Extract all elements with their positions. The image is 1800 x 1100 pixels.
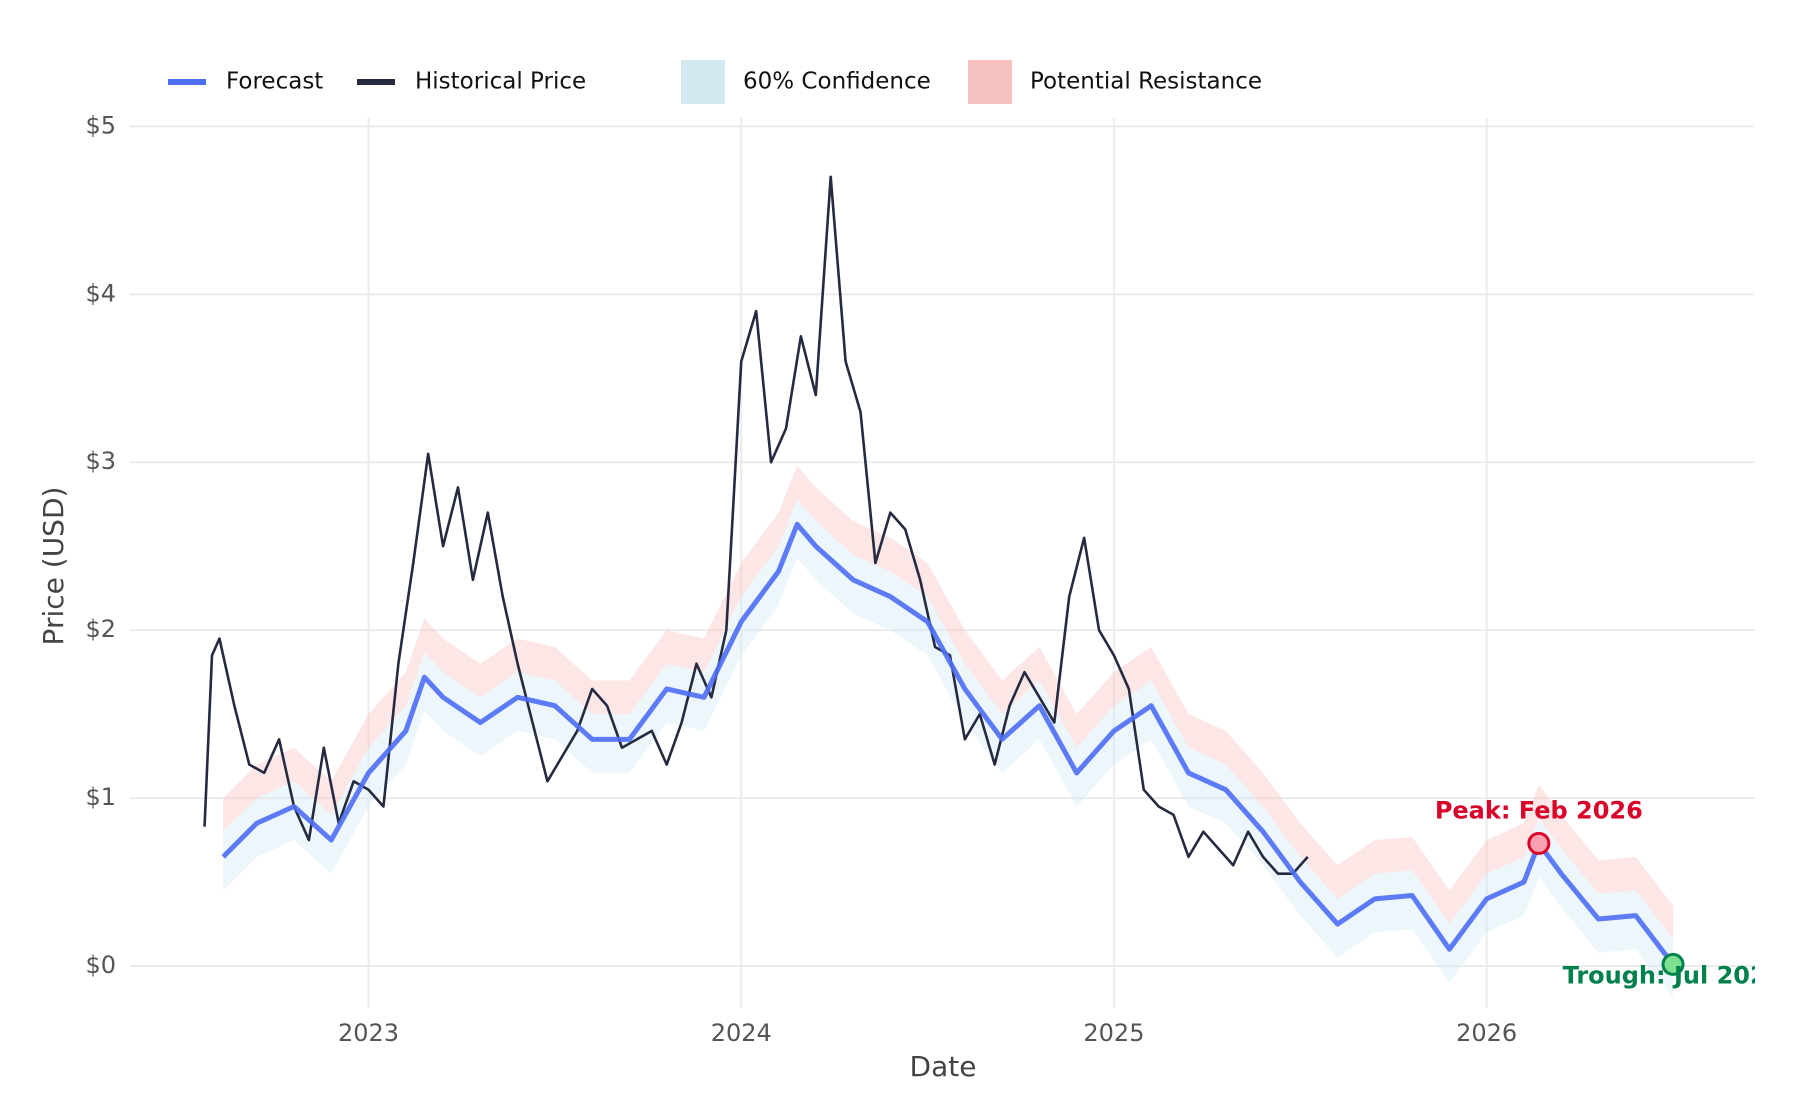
annotation-marker <box>1527 831 1551 855</box>
legend-label: Potential Resistance <box>1030 69 1262 95</box>
y-tick-label: $3 <box>85 447 116 475</box>
legend-swatch <box>968 60 1012 104</box>
plot-area: Peak: Feb 2026 Trough: Jul 2026 <box>203 175 1784 998</box>
legend-swatch <box>681 60 725 104</box>
x-tick-label: 2026 <box>1456 1019 1517 1047</box>
line-series <box>203 175 1309 875</box>
band-area <box>223 499 1674 998</box>
x-tick-label: 2025 <box>1083 1019 1144 1047</box>
legend-label: Forecast <box>226 69 323 95</box>
y-tick-label: $4 <box>85 279 116 307</box>
y-tick-label: $0 <box>85 951 116 979</box>
y-tick-label: $5 <box>85 111 116 139</box>
annotation-label: Trough: Jul 2026 <box>1563 961 1784 989</box>
y-tick-label: $2 <box>85 615 116 643</box>
legend-label: Historical Price <box>415 69 586 95</box>
x-tick-label: 2023 <box>338 1019 399 1047</box>
y-axis-title: Price (USD) <box>37 487 70 646</box>
annotation-marker <box>1661 952 1685 976</box>
x-axis-title: Date <box>910 1050 977 1083</box>
annotation-label: Peak: Feb 2026 <box>1435 796 1643 824</box>
line-series <box>221 521 1675 966</box>
legend-label: 60% Confidence <box>743 69 931 95</box>
x-tick-label: 2024 <box>711 1019 772 1047</box>
y-tick-label: $1 <box>85 783 116 811</box>
